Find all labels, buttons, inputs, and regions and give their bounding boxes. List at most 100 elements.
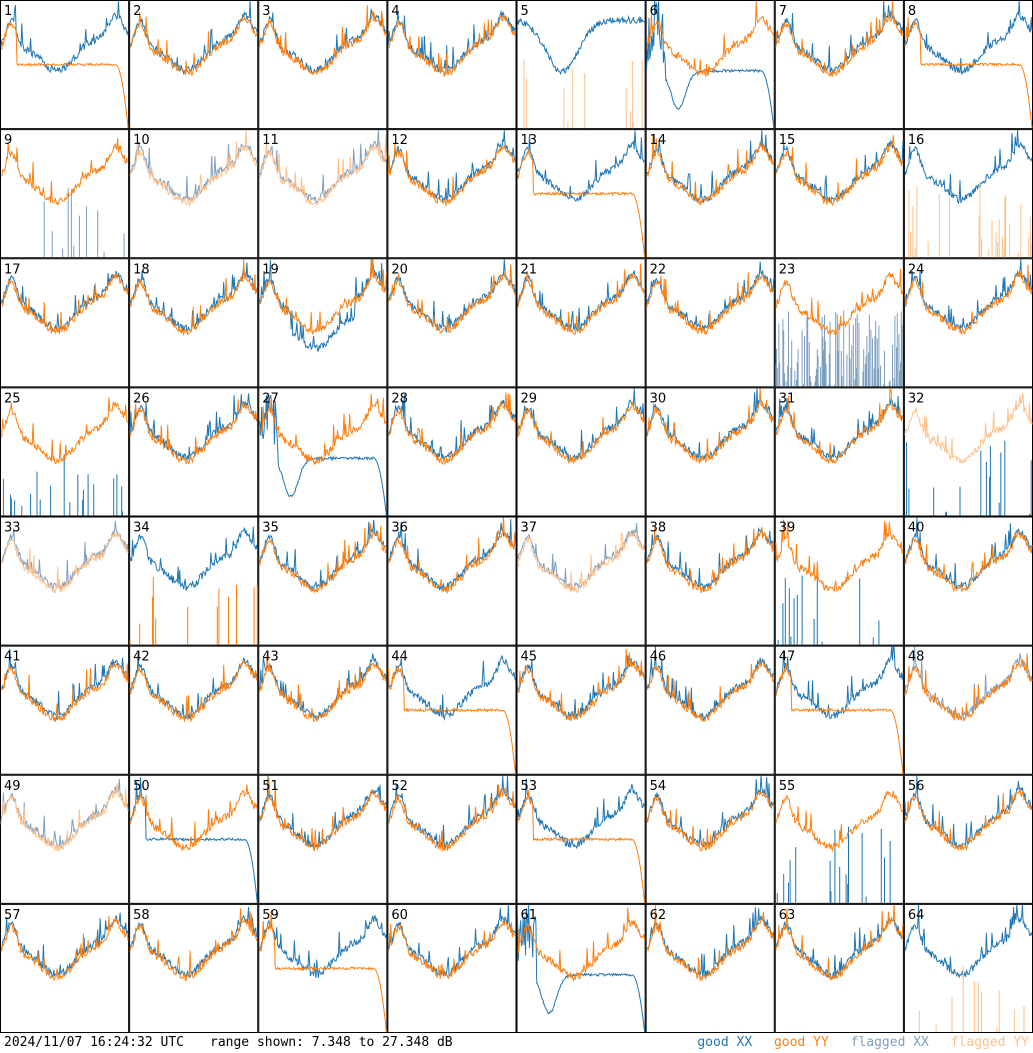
antenna-panel-25: 25: [0, 387, 130, 517]
antenna-panel-33: 33: [0, 516, 130, 646]
antenna-panel-62: 62: [645, 903, 775, 1033]
series-yy-trace: [258, 137, 387, 206]
series-xx-trace: [258, 914, 387, 978]
antenna-panel-42: 42: [129, 645, 259, 775]
series-yy-trace: [387, 666, 516, 774]
series-yy-trace: [775, 662, 904, 774]
series-yy-trace: [646, 790, 775, 852]
panel-label: 12: [391, 133, 408, 148]
panel-label: 7: [779, 4, 787, 19]
panel-label: 9: [4, 133, 12, 148]
series-yy-trace: [259, 909, 387, 1033]
series-xx-trace: [904, 130, 1033, 205]
series-yy-trace: [0, 273, 129, 335]
series-xx-trace: [2, 454, 123, 516]
antenna-panel-49: 49: [0, 774, 130, 904]
antenna-panel-26: 26: [129, 387, 259, 517]
panel-frame: [129, 645, 259, 775]
panel-label: 25: [4, 391, 21, 406]
series-xx-trace: [258, 653, 387, 720]
legend-good-yy: good YY: [773, 1035, 829, 1050]
antenna-panel-4: 4: [387, 0, 517, 130]
series-yy-trace: [129, 259, 258, 337]
antenna-panel-15: 15: [774, 129, 904, 259]
series-yy-trace: [129, 399, 258, 465]
panel-frame: [258, 129, 388, 259]
panel-label: 21: [521, 262, 538, 277]
panel-label: 64: [908, 908, 925, 923]
antenna-panel-56: 56: [903, 774, 1033, 904]
series-xx-trace: [387, 775, 516, 851]
panel-label: 26: [133, 391, 150, 406]
panel-label: 36: [391, 521, 408, 536]
panel-label: 33: [4, 521, 21, 536]
legend-flagged-yy: flagged YY: [950, 1035, 1029, 1050]
panel-label: 24: [908, 262, 925, 277]
series-xx-trace: [129, 393, 258, 462]
panel-frame: [129, 903, 259, 1033]
panel-label: 47: [779, 650, 796, 665]
panel-frame: [0, 774, 130, 904]
series-yy-trace: [258, 259, 387, 335]
panel-label: 20: [391, 262, 408, 277]
panel-frame: [903, 258, 1033, 388]
antenna-panel-32: 32: [903, 387, 1033, 517]
antenna-panel-35: 35: [258, 516, 388, 646]
antenna-panel-45: 45: [516, 645, 646, 775]
antenna-panel-51: 51: [258, 774, 388, 904]
series-xx-trace: [0, 0, 129, 74]
antenna-panel-2: 2: [129, 0, 259, 130]
panel-label: 63: [779, 908, 796, 923]
series-yy-trace: [775, 269, 904, 336]
series-yy-trace: [387, 920, 516, 980]
panel-label: 6: [650, 4, 658, 19]
antenna-panel-59: 59: [258, 903, 388, 1033]
series-yy-trace: [0, 137, 129, 205]
panel-label: 3: [262, 4, 270, 19]
panel-label: 19: [262, 262, 279, 277]
series-xx-trace: [388, 259, 516, 334]
antenna-panel-16: 16: [903, 129, 1033, 259]
series-yy-trace: [0, 532, 129, 594]
panel-frame: [387, 0, 517, 130]
series-xx-trace: [0, 912, 129, 978]
panel-label: 52: [391, 779, 408, 794]
antenna-panel-31: 31: [774, 387, 904, 517]
antenna-panel-40: 40: [903, 516, 1033, 646]
panel-frame: [516, 0, 646, 130]
antenna-panel-53: 53: [516, 774, 646, 904]
series-yy-trace: [258, 394, 387, 466]
panel-label: 31: [779, 391, 796, 406]
panel-label: 60: [391, 908, 408, 923]
antenna-panel-47: 47: [774, 645, 904, 775]
antenna-panel-46: 46: [645, 645, 775, 775]
series-yy-trace: [775, 135, 904, 207]
panel-label: 28: [391, 391, 408, 406]
panel-label: 2: [133, 4, 141, 19]
series-xx-trace: [517, 130, 645, 203]
antenna-panel-64: 64: [903, 903, 1033, 1033]
antenna-panel-7: 7: [774, 0, 904, 130]
series-yy-trace: [517, 402, 646, 464]
antenna-panel-57: 57: [0, 903, 130, 1033]
series-xx-trace: [646, 907, 775, 978]
panel-frame: [903, 645, 1033, 775]
timestamp: 2024/11/07 16:24:32 UTC: [4, 1035, 185, 1050]
antenna-panel-21: 21: [516, 258, 646, 388]
series-yy-trace: [646, 134, 775, 206]
series-xx-trace: [775, 646, 904, 720]
panel-frame: [903, 516, 1033, 646]
series-xx-trace: [129, 526, 258, 591]
series-xx-trace: [904, 0, 1033, 75]
series-yy-trace: [258, 523, 387, 594]
series-yy-trace: [258, 653, 387, 722]
series-yy-trace: [517, 147, 646, 258]
panel-label: 55: [779, 779, 796, 794]
antenna-panel-30: 30: [645, 387, 775, 517]
panel-label: 14: [650, 133, 667, 148]
antenna-panel-5: 5: [516, 0, 646, 130]
series-yy-trace: [523, 59, 643, 129]
antenna-panel-58: 58: [129, 903, 259, 1033]
antenna-panel-39: 39: [774, 516, 904, 646]
